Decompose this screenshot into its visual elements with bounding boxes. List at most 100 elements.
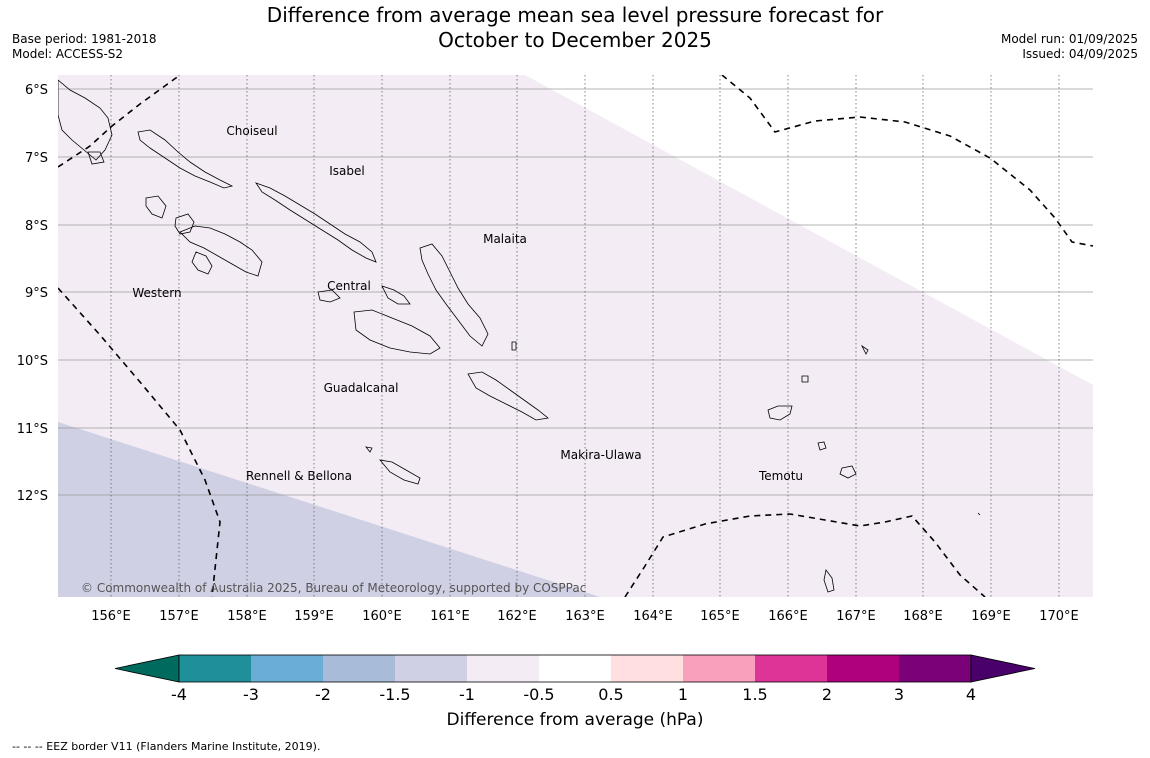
- colorbar-outline: [178, 654, 972, 683]
- lat-label: 8°S: [25, 219, 48, 234]
- island-bellona: [365, 446, 373, 453]
- island-vella: [145, 195, 167, 219]
- region-label-isabel: Isabel: [329, 164, 364, 178]
- colorbar-tick-label: 3: [894, 685, 904, 700]
- anomaly-region-light: [58, 75, 1093, 597]
- eez-borders: [58, 75, 1093, 597]
- eez-footnote: -- -- -- EEZ border V11 (Flanders Marine…: [12, 740, 321, 753]
- colorbar-segment: [899, 655, 971, 682]
- gridlines: [58, 75, 1093, 597]
- colorbar-tick-label: -1.5: [379, 685, 410, 700]
- map-title: Difference from average mean sea level p…: [0, 3, 1150, 53]
- title-line-2: October to December 2025: [438, 28, 712, 52]
- lon-label: 170°E: [1039, 609, 1079, 624]
- lat-label: 6°S: [25, 83, 48, 98]
- region-label-makira-ulawa: Makira-Ulawa: [560, 448, 641, 462]
- map-figure: Choiseul Isabel Malaita Western Central …: [17, 75, 1093, 700]
- island-tikopia: [823, 569, 835, 593]
- colorbar-extend-low: [114, 654, 180, 683]
- colorbar-tick-label: 2: [822, 685, 832, 700]
- lon-label: 157°E: [159, 609, 199, 624]
- colorbar-segment: [683, 655, 755, 682]
- colorbar-tick-label: -1: [459, 685, 475, 700]
- region-label-western: Western: [132, 286, 181, 300]
- lon-label: 166°E: [768, 609, 808, 624]
- region-labels: Choiseul Isabel Malaita Western Central …: [132, 124, 803, 483]
- colorbar-tick-label: -0.5: [523, 685, 554, 700]
- colorbar-segment: [611, 655, 683, 682]
- model-run: Model run: 01/09/2025: [1000, 32, 1138, 46]
- island-ulawa: [511, 341, 517, 351]
- region-label-guadalcanal: Guadalcanal: [324, 381, 399, 395]
- colorbar-segment: [755, 655, 827, 682]
- colorbar-tick-label: 1.5: [742, 685, 767, 700]
- region-label-rennell-bellona: Rennell & Bellona: [246, 469, 352, 483]
- island-isabel: [254, 182, 377, 263]
- island-makira: [467, 371, 549, 421]
- island-ndeni: [767, 405, 793, 421]
- island-bougainville: [58, 79, 113, 161]
- island-shortlands: [87, 151, 105, 165]
- colorbar-segment: [251, 655, 323, 682]
- lon-label: 165°E: [700, 609, 740, 624]
- meta-right: Model run: 01/09/2025 Issued: 04/09/2025: [1001, 32, 1138, 62]
- region-label-malaita: Malaita: [483, 232, 527, 246]
- anomaly-region-moderate: [58, 422, 600, 597]
- lat-label: 10°S: [17, 354, 48, 369]
- model-name: Model: ACCESS-S2: [12, 47, 124, 61]
- lon-label: 167°E: [836, 609, 876, 624]
- islands: [58, 79, 981, 593]
- colorbar-segment: [539, 655, 611, 682]
- latitude-labels: 6°S 7°S 8°S 9°S 10°S 11°S 12°S: [17, 83, 48, 504]
- island-new-georgia: [179, 225, 263, 277]
- colorbar: -4 -3 -2 -1.5 -1 -0.5 0.5 1 1.5 2 3 4: [114, 654, 1036, 700]
- colorbar-segment: [827, 655, 899, 682]
- island-rennell: [379, 459, 421, 485]
- map-area: [58, 75, 1093, 597]
- colorbar-tick-label: 0.5: [598, 685, 623, 700]
- lat-label: 12°S: [17, 489, 48, 504]
- title-line-1: Difference from average mean sea level p…: [266, 3, 884, 27]
- lon-label: 156°E: [91, 609, 131, 624]
- island-guadalcanal: [353, 309, 441, 355]
- lon-label: 163°E: [565, 609, 605, 624]
- island-malaita: [419, 243, 489, 347]
- copyright-notice: © Commonwealth of Australia 2025, Bureau…: [81, 581, 586, 595]
- island-kolombangara: [174, 213, 195, 235]
- island-duff: [860, 344, 869, 355]
- island-vanikoro: [817, 441, 827, 451]
- base-period: Base period: 1981-2018: [12, 32, 157, 46]
- lat-label: 11°S: [17, 422, 48, 437]
- lon-label: 169°E: [971, 609, 1011, 624]
- colorbar-label: Difference from average (hPa): [446, 710, 704, 730]
- island-florida: [317, 289, 341, 303]
- lon-label: 158°E: [227, 609, 267, 624]
- lat-label: 7°S: [25, 151, 48, 166]
- colorbar-tick-label: -4: [171, 685, 187, 700]
- island-rendova: [191, 251, 213, 275]
- colorbar-segment: [179, 655, 251, 682]
- island-reef: [801, 375, 809, 383]
- colorbar-segment: [323, 655, 395, 682]
- eez-border-northwest: [58, 75, 181, 168]
- lon-label: 160°E: [362, 609, 402, 624]
- colorbar-ticks: -4 -3 -2 -1.5 -1 -0.5 0.5 1 1.5 2 3 4: [171, 685, 976, 700]
- colorbar-segment: [467, 655, 539, 682]
- colorbar-tick-label: -2: [315, 685, 331, 700]
- meta-left: Base period: 1981-2018 Model: ACCESS-S2: [12, 32, 157, 62]
- island-russell: [381, 285, 411, 305]
- lon-label: 161°E: [430, 609, 470, 624]
- island-choiseul: [137, 129, 234, 189]
- island-anuta: [977, 512, 981, 516]
- lon-label: 162°E: [497, 609, 537, 624]
- eez-border-south: [624, 513, 986, 597]
- colorbar-segment: [395, 655, 467, 682]
- lon-label: 159°E: [294, 609, 334, 624]
- lat-label: 9°S: [25, 286, 48, 301]
- longitude-labels: 156°E 157°E 158°E 159°E 160°E 161°E 162°…: [91, 609, 1079, 624]
- eez-border-west: [58, 287, 221, 597]
- issued-date: Issued: 04/09/2025: [1022, 47, 1138, 61]
- colorbar-tick-label: 4: [966, 685, 976, 700]
- lon-label: 164°E: [633, 609, 673, 624]
- lon-label: 168°E: [903, 609, 943, 624]
